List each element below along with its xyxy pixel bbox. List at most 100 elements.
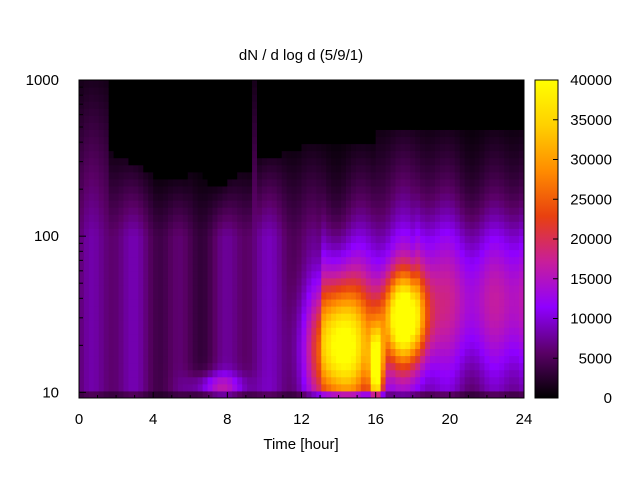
- heatmap-cell: [435, 334, 441, 342]
- heatmap-cell: [281, 292, 288, 300]
- heatmap-cell: [484, 390, 490, 399]
- heatmap-cell: [336, 320, 342, 328]
- heatmap-cell: [355, 115, 362, 123]
- heatmap-cell: [504, 129, 510, 138]
- heatmap-cell: [281, 355, 288, 364]
- heatmap-cell: [509, 150, 515, 159]
- heatmap-cell: [281, 136, 288, 145]
- heatmap-cell: [242, 136, 248, 145]
- heatmap-cell: [128, 235, 134, 244]
- heatmap-cell: [88, 277, 95, 286]
- heatmap-cell: [133, 228, 139, 236]
- heatmap-cell: [380, 164, 387, 173]
- heatmap-cell: [212, 108, 218, 116]
- heatmap-cell: [227, 390, 233, 399]
- heatmap-cell: [158, 101, 164, 109]
- heatmap-cell: [148, 136, 154, 145]
- heatmap-cell: [410, 186, 416, 194]
- heatmap-cell: [479, 193, 485, 201]
- heatmap-cell: [88, 200, 95, 208]
- heatmap-cell: [168, 164, 174, 173]
- heatmap-cell: [336, 277, 342, 286]
- heatmap-cell: [375, 122, 382, 130]
- heatmap-cell: [172, 355, 179, 364]
- heatmap-cell: [197, 157, 204, 166]
- heatmap-cell: [459, 369, 466, 378]
- heatmap-cell: [133, 164, 139, 173]
- heatmap-cell: [168, 369, 174, 378]
- heatmap-cell: [291, 171, 298, 180]
- heatmap-cell: [276, 242, 283, 251]
- heatmap-cell: [400, 157, 406, 166]
- heatmap-cell: [464, 193, 471, 201]
- heatmap-cell: [395, 256, 401, 265]
- heatmap-cell: [469, 348, 476, 357]
- heatmap-cell: [118, 178, 124, 187]
- heatmap-cell: [158, 235, 164, 244]
- heatmap-cell: [261, 235, 268, 244]
- heatmap-cell: [128, 292, 134, 300]
- heatmap-cell: [83, 115, 90, 123]
- heatmap-cell: [350, 263, 357, 272]
- heatmap-cell: [118, 383, 124, 392]
- heatmap-cell: [494, 122, 500, 130]
- heatmap-cell: [321, 334, 327, 342]
- heatmap-cell: [360, 214, 367, 222]
- heatmap-cell: [227, 108, 233, 116]
- heatmap-cell: [113, 284, 120, 293]
- heatmap-cell: [187, 334, 194, 342]
- heatmap-cell: [360, 122, 367, 130]
- heatmap-cell: [321, 150, 327, 159]
- heatmap-cell: [331, 292, 337, 300]
- heatmap-cell: [222, 249, 228, 258]
- heatmap-cell: [182, 390, 189, 399]
- heatmap-cell: [202, 171, 209, 180]
- heatmap-cell: [138, 136, 144, 145]
- heatmap-cell: [88, 263, 95, 272]
- heatmap-cell: [459, 299, 466, 307]
- heatmap-cell: [88, 94, 95, 102]
- heatmap-cell: [232, 221, 238, 229]
- heatmap-cell: [425, 129, 431, 138]
- heatmap-cell: [410, 193, 416, 201]
- heatmap-cell: [158, 228, 164, 236]
- heatmap-cell: [222, 164, 228, 173]
- heatmap-cell: [464, 376, 471, 385]
- heatmap-cell: [261, 186, 268, 194]
- heatmap-cell: [449, 334, 456, 342]
- heatmap-cell: [509, 186, 515, 194]
- heatmap-cell: [128, 256, 134, 265]
- heatmap-cell: [444, 193, 451, 201]
- heatmap-cell: [484, 235, 490, 244]
- heatmap-cell: [390, 171, 396, 180]
- heatmap-cell: [133, 306, 139, 314]
- heatmap-cell: [410, 150, 416, 159]
- heatmap-cell: [346, 270, 352, 279]
- heatmap-cell: [113, 313, 120, 321]
- heatmap-cell: [237, 129, 243, 138]
- heatmap-cell: [479, 390, 485, 399]
- heatmap-cell: [509, 242, 515, 251]
- heatmap-cell: [187, 327, 194, 335]
- heatmap-cell: [380, 277, 387, 286]
- heatmap-cell: [316, 228, 322, 236]
- heatmap-cell: [207, 193, 213, 201]
- x-tick-label: 12: [293, 411, 310, 428]
- heatmap-cell: [202, 348, 209, 357]
- heatmap-cell: [519, 256, 525, 265]
- heatmap-cell: [346, 341, 352, 350]
- heatmap-cell: [425, 157, 431, 166]
- heatmap-cell: [390, 235, 396, 244]
- heatmap-cell: [172, 200, 179, 208]
- heatmap-cell: [504, 284, 510, 293]
- heatmap-cell: [138, 320, 144, 328]
- heatmap-cell: [222, 171, 228, 180]
- heatmap-cell: [222, 362, 228, 371]
- heatmap-cell: [499, 334, 505, 342]
- heatmap-cell: [459, 207, 466, 215]
- heatmap-cell: [390, 143, 396, 152]
- heatmap-cell: [494, 362, 500, 371]
- heatmap-cell: [415, 235, 421, 244]
- heatmap-cell: [484, 242, 490, 251]
- heatmap-cell: [113, 362, 120, 371]
